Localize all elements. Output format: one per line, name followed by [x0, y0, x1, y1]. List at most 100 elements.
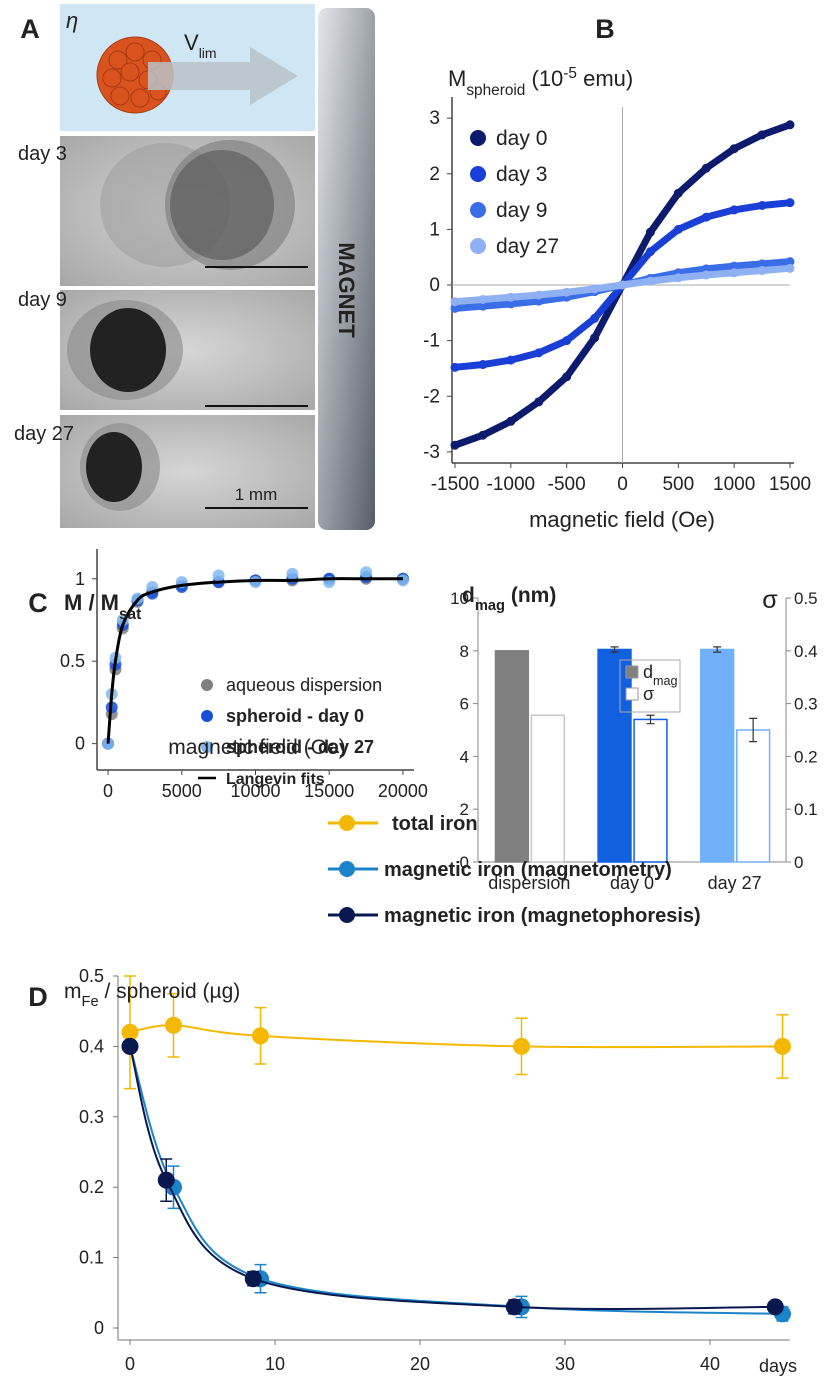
error-bar [610, 646, 619, 653]
x-axis-title: magnetic field (Oe) [529, 507, 715, 532]
x-tick-label: 10000 [230, 781, 280, 801]
x-tick-label: -500 [548, 474, 586, 495]
legend-marker [625, 687, 639, 701]
data-point [757, 130, 767, 140]
data-point [673, 224, 683, 234]
panel-label: C [28, 588, 48, 618]
y-tick-label: -2 [423, 386, 440, 407]
y-tick-label: 0 [429, 275, 440, 296]
data-point [534, 348, 544, 358]
fit-line [106, 577, 403, 744]
data-point [396, 574, 409, 587]
y2-tick-label: 0.2 [794, 747, 818, 766]
data-point [757, 266, 767, 276]
bar [597, 648, 632, 863]
bar [735, 729, 771, 863]
data-point [729, 261, 739, 271]
data-point [701, 163, 711, 173]
data-point [478, 430, 488, 440]
data-point [774, 1037, 791, 1055]
data-point [505, 1298, 523, 1316]
data-point [590, 313, 600, 323]
y-axis-title-part: M [448, 66, 466, 91]
data-point [450, 440, 460, 450]
x-tick-label: 5000 [162, 781, 202, 801]
data-point [286, 567, 299, 580]
y-axis-title: Mspheroid (10-5 emu) [448, 65, 633, 99]
data-point [450, 362, 460, 372]
x-tick-label: day 0 [610, 873, 654, 893]
data-point [729, 268, 739, 278]
data-point [757, 259, 767, 269]
data-point [157, 1171, 175, 1189]
legend-marker [201, 679, 213, 691]
data-point [506, 416, 516, 426]
data-point [785, 198, 795, 208]
x-tick-label: day 27 [708, 873, 762, 893]
y-axis-title-part: spheroid [466, 82, 525, 99]
x-tick-label: 40 [700, 1354, 720, 1374]
legend-label: dmag [643, 662, 678, 688]
y-tick-label: 8 [460, 642, 469, 661]
data-point [562, 336, 572, 346]
y-tick-label: 0.5 [60, 651, 85, 671]
data-point [506, 355, 516, 365]
data-point [785, 120, 795, 130]
legend-marker [470, 130, 486, 146]
data-point [673, 188, 683, 198]
y-axis-title-part: Fe [82, 994, 99, 1010]
panel-a: A η Vlim day 3 day 9 day 27 1 mm MAGNET [14, 4, 375, 530]
y-tick-label: 2 [460, 800, 469, 819]
error-bar [646, 714, 655, 725]
y-axis-title-part: -5 [563, 65, 577, 82]
data-point [785, 257, 795, 267]
data-point [729, 144, 739, 154]
x-tick-label: 0 [125, 1354, 135, 1374]
y-tick-label: 0.1 [79, 1248, 104, 1268]
y-tick-label: 0 [75, 734, 85, 754]
panel-label: B [595, 14, 615, 44]
y-tick-label: 0.3 [79, 1107, 104, 1127]
data-point [165, 1016, 182, 1034]
legend-label: spheroid - day 27 [226, 737, 374, 757]
data-point [450, 303, 460, 313]
x-tick-label: dispersion [488, 873, 570, 893]
legend-label: spheroid - day 0 [226, 706, 364, 726]
x-tick-label: 15000 [304, 781, 354, 801]
data-point [701, 270, 711, 280]
x-axis-title: magnetic field (Oe) [168, 736, 345, 759]
legend-label: day 3 [496, 163, 547, 186]
data-point [513, 1037, 530, 1055]
y-axis-title-part: (nm) [505, 584, 556, 607]
y-tick-label: 0 [460, 853, 469, 872]
velocity-arrow [148, 47, 298, 105]
day-label: day 9 [18, 289, 67, 311]
x-tick-label: 0 [617, 474, 628, 495]
legend-marker [470, 166, 486, 182]
data-point [729, 205, 739, 215]
data-point [249, 576, 262, 589]
velocity-sub: lim [199, 45, 217, 61]
y-axis-title-part: / spheroid (µg) [99, 980, 241, 1003]
y-axis-title: dmag (nm) [462, 584, 556, 614]
data-point [590, 333, 600, 343]
series-line [129, 1046, 776, 1310]
data-point [478, 301, 488, 311]
y2-tick-label: 0 [794, 853, 803, 872]
data-point [785, 263, 795, 273]
y-tick-label: -3 [423, 442, 440, 463]
legend-marker [339, 907, 355, 923]
eta: η [66, 8, 78, 33]
y2-axis-title: σ [762, 586, 778, 614]
data-point [506, 292, 516, 302]
x-tick-label: -1500 [431, 474, 480, 495]
data-point [478, 360, 488, 370]
magnet-label: MAGNET [334, 242, 359, 338]
bar [700, 648, 735, 863]
bar [530, 714, 565, 863]
legend-label: day 0 [496, 127, 547, 150]
data-point [252, 1027, 269, 1045]
legend-marker [339, 815, 355, 831]
legend-marker [470, 238, 486, 254]
data-point [562, 372, 572, 382]
